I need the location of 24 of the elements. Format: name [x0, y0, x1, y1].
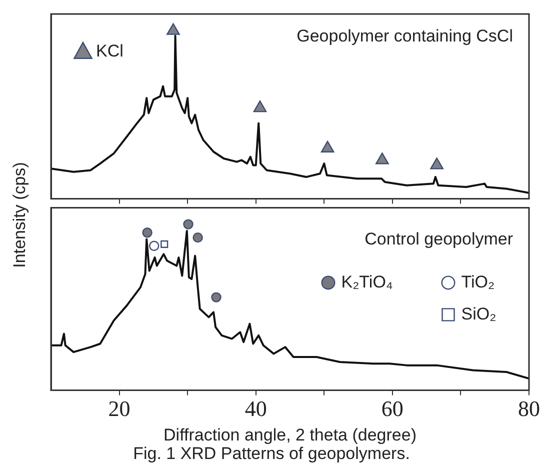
- point: [160, 240, 168, 248]
- point: [192, 232, 203, 243]
- x-tick-label: 20: [108, 396, 130, 422]
- x-tick-label: 40: [244, 396, 267, 422]
- legend-label: K₂TiO₄: [341, 272, 393, 292]
- caption: Fig. 1 XRD Patterns of geopolymers.: [132, 444, 411, 464]
- annotation: Control geopolymer: [364, 229, 514, 248]
- point: [211, 292, 222, 302]
- point: [253, 100, 267, 112]
- legend-label: SiO₂: [461, 304, 496, 324]
- legend-label: TiO₂: [461, 272, 495, 292]
- point: [142, 227, 152, 238]
- point: [183, 219, 194, 230]
- x-axis-title: Diffraction angle, 2 theta (degree): [164, 425, 416, 444]
- x-tick-label: 60: [381, 396, 404, 422]
- point: [376, 152, 389, 164]
- annotation: Geopolymer containing CsCl: [296, 26, 513, 46]
- point: [166, 23, 180, 35]
- x-tick-label: 80: [518, 396, 540, 422]
- point: [320, 140, 334, 152]
- y-axis-title: Intensity (cps): [10, 162, 30, 268]
- point: [430, 158, 444, 170]
- point: [149, 240, 160, 251]
- legend-label: KCl: [96, 42, 124, 61]
